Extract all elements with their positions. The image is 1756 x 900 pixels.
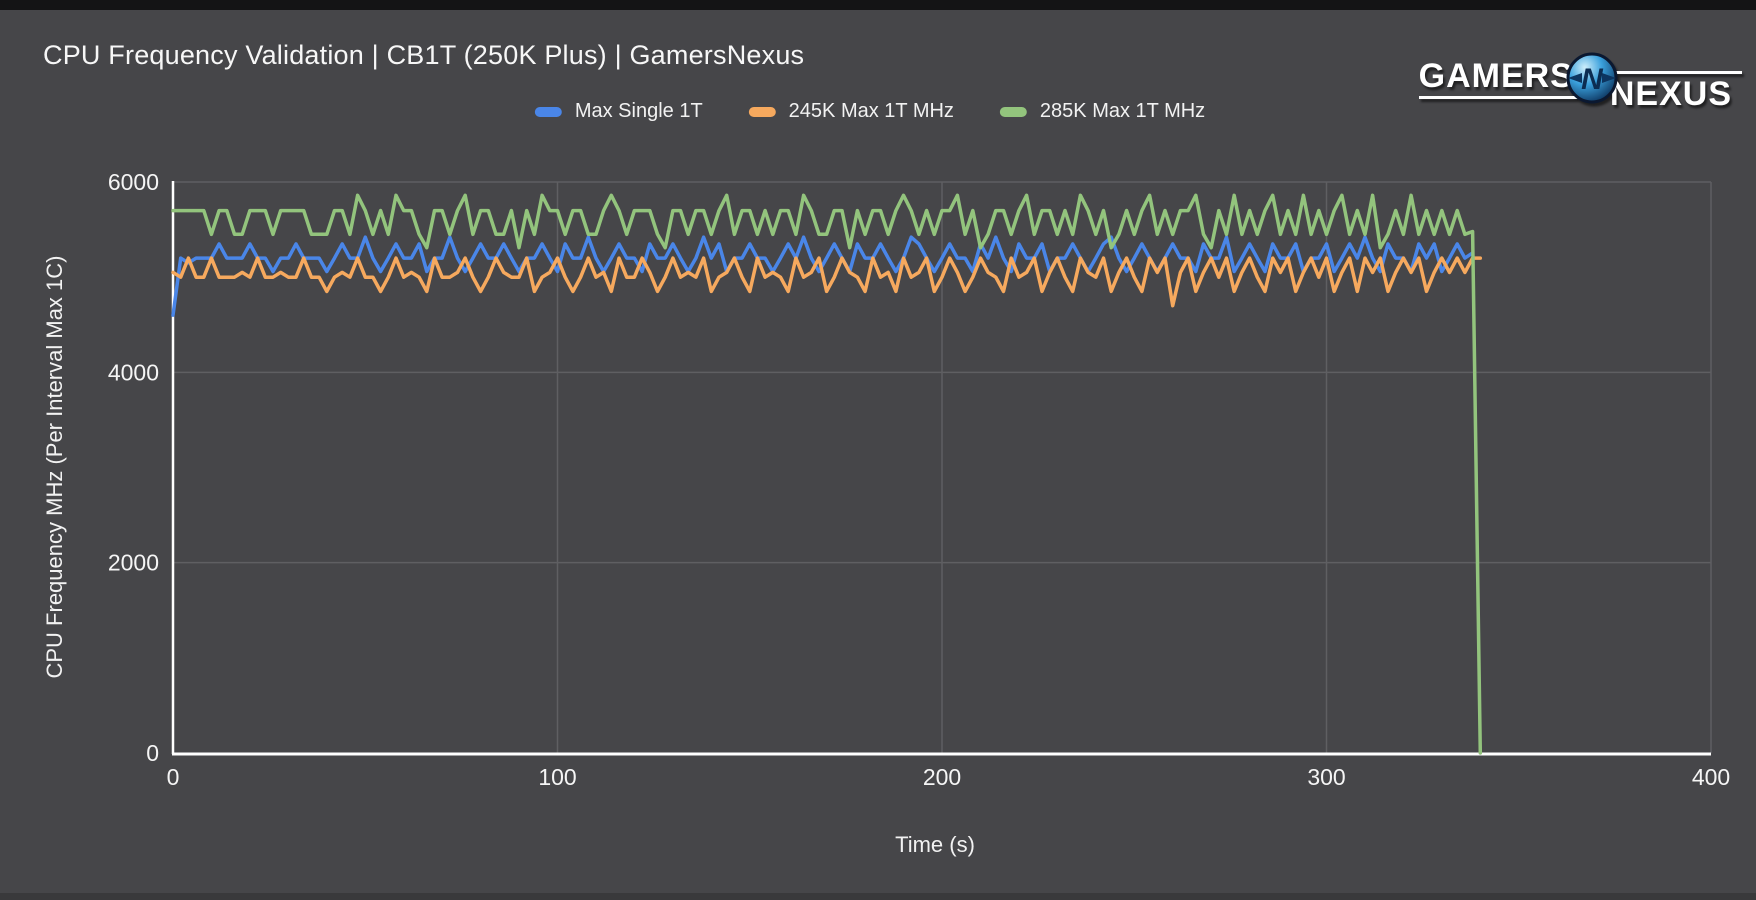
- y-tick-label: 0: [146, 740, 159, 766]
- legend-item-245k-max-1t: 245K Max 1T MHz: [748, 100, 954, 123]
- logo-gamers-text: GAMERS: [1418, 57, 1574, 95]
- chart-legend: Max Single 1T 245K Max 1T MHz 285K Max 1…: [534, 100, 1206, 123]
- series-line-0: [171, 235, 1475, 317]
- x-tick-label: 400: [1692, 764, 1730, 790]
- legend-label: Max Single 1T: [574, 100, 703, 122]
- gamersnexus-logo: GAMERS N NEXUS: [1418, 52, 1742, 113]
- logo-underline: [1418, 96, 1593, 99]
- svg-text:N: N: [1581, 63, 1604, 96]
- logo-gamers: GAMERS: [1418, 57, 1593, 99]
- logo-nexus: NEXUS: [1609, 71, 1742, 113]
- legend-label: 245K Max 1T MHz: [788, 100, 954, 122]
- y-tick-label: 4000: [108, 359, 159, 385]
- bottom-letterbox-bar: [0, 893, 1756, 900]
- x-axis-title: Time (s): [895, 832, 975, 857]
- series-line-1: [171, 256, 1483, 308]
- gamersnexus-emblem-icon: N: [1566, 52, 1618, 104]
- legend-item-285k-max-1t: 285K Max 1T MHz: [999, 100, 1206, 123]
- legend-item-max-single-1t: Max Single 1T: [534, 100, 703, 123]
- series-line-2: [171, 193, 1483, 755]
- logo-nexus-text: NEXUS: [1609, 75, 1732, 113]
- chart-title: CPU Frequency Validation | CB1T (250K Pl…: [43, 40, 805, 70]
- x-tick-label: 0: [167, 764, 180, 790]
- x-tick-label: 300: [1307, 764, 1345, 790]
- x-tick-label: 100: [538, 764, 576, 790]
- y-tick-label: 6000: [108, 169, 159, 195]
- legend-swatch-0: [534, 106, 562, 117]
- legend-swatch-2: [999, 106, 1027, 117]
- legend-swatch-1: [748, 106, 776, 117]
- x-tick-label: 200: [923, 764, 961, 790]
- y-axis-title: CPU Frequency MHz (Per Interval Max 1C): [42, 255, 67, 679]
- logo-overline: [1609, 71, 1742, 74]
- top-letterbox-bar: [0, 0, 1756, 10]
- y-tick-label: 2000: [108, 550, 159, 576]
- legend-label: 285K Max 1T MHz: [1039, 100, 1206, 122]
